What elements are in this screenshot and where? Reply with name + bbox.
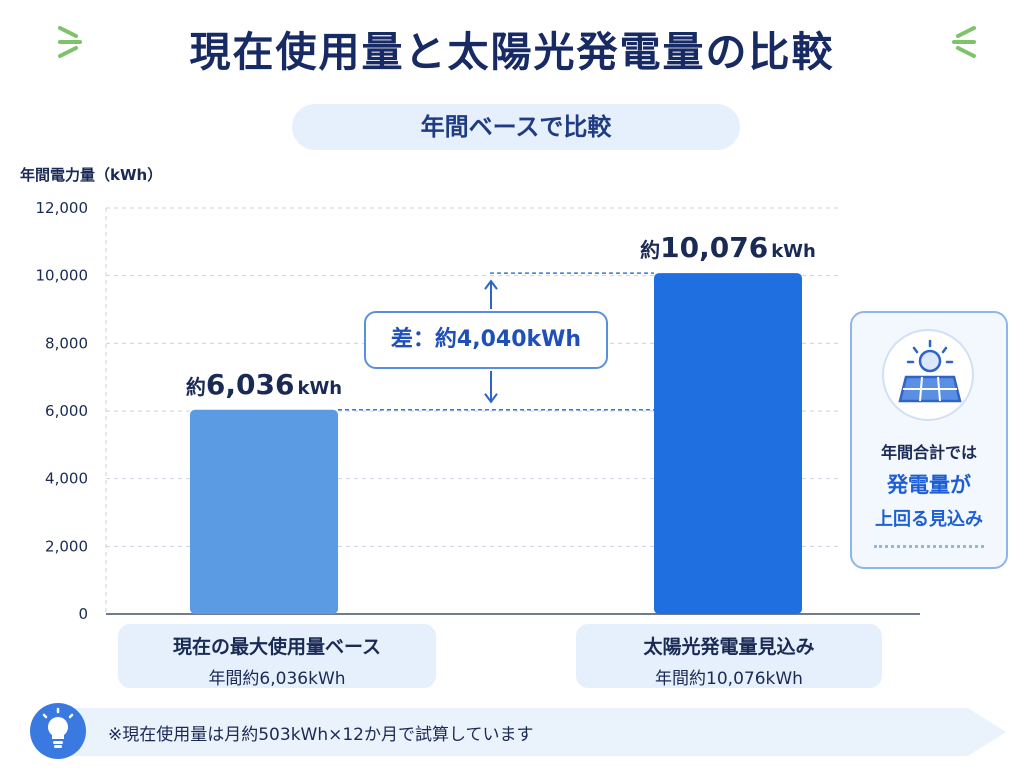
arrow-head-up — [484, 279, 498, 290]
difference-label: 差：約4,040kWh — [364, 311, 608, 369]
y-axis-label: 年間電力量（kWh） — [20, 166, 163, 184]
summary-line-1: 年間合計では — [880, 443, 977, 462]
chart-subtitle: 年間ベースで比較 — [292, 104, 740, 150]
summary-line-3: 上回る見込み — [875, 509, 983, 530]
category-label-solar: 太陽光発電量見込み — [643, 636, 815, 658]
category-label-current: 現在の最大使用量ベース — [172, 636, 382, 658]
lightbulb-icon — [30, 703, 86, 759]
sparkle-right-icon — [952, 26, 976, 58]
footnote-text: ※現在使用量は月約503kWh×12か月で試算しています — [108, 725, 534, 745]
category-box-current: 現在の最大使用量ベース 年間約6,036kWh — [118, 624, 436, 689]
arrow-head-down — [484, 393, 498, 404]
bar-solar — [654, 273, 802, 614]
y-tick-label: 4,000 — [45, 470, 88, 488]
category-sublabel-solar: 年間約10,076kWh — [655, 669, 803, 689]
category-box-solar: 太陽光発電量見込み 年間約10,076kWh — [576, 624, 882, 689]
y-tick-label: 6,000 — [45, 402, 88, 420]
y-tick-label: 2,000 — [45, 537, 88, 555]
summary-line-2: 発電量が — [887, 473, 971, 497]
bar-data-label: 約6,036 kWh — [186, 368, 342, 401]
chart-title: 現在使用量と太陽光発電量の比較 — [189, 28, 835, 76]
y-tick-label: 8,000 — [45, 334, 88, 352]
solar-panel-sun-icon — [882, 329, 974, 421]
y-tick-label: 10,000 — [36, 267, 89, 285]
y-tick-label: 0 — [78, 605, 88, 623]
bar-current — [190, 409, 338, 614]
footnote-bar — [50, 708, 1006, 756]
summary-card: 年間合計では 発電量が 上回る見込み — [850, 311, 1008, 569]
category-sublabel-current: 年間約6,036kWh — [208, 669, 346, 689]
bar-data-label: 約10,076 kWh — [640, 231, 816, 264]
dotted-divider — [874, 545, 984, 548]
y-tick-label: 12,000 — [36, 199, 89, 217]
sparkle-left-icon — [58, 26, 82, 58]
